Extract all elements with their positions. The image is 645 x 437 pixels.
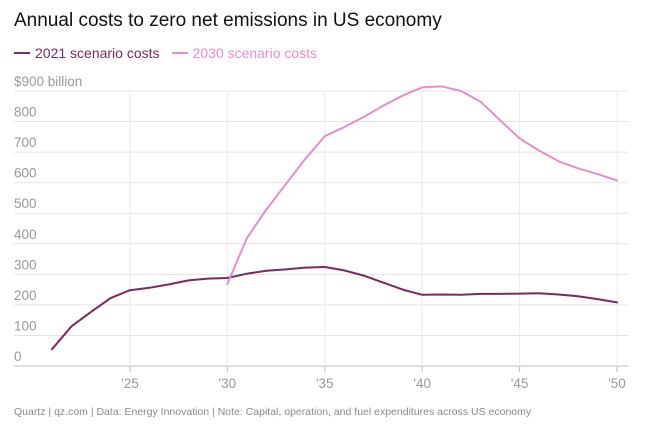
x-tick-label: '35 <box>316 376 334 391</box>
y-axis-labels: 0 100 200 300 400 500 600 700 800 $900 billion <box>14 74 82 364</box>
legend-label-2030: 2030 scenario costs <box>192 45 318 61</box>
series-lines <box>51 85 618 351</box>
y-tick-label: 700 <box>14 135 37 150</box>
x-tick-label: '30 <box>219 376 237 391</box>
y-tick-label: 400 <box>14 227 37 242</box>
x-tick-label: '50 <box>608 376 626 391</box>
legend-label-2021: 2021 scenario costs <box>35 45 160 61</box>
y-tick-label: 600 <box>14 166 37 181</box>
y-tick-label: 800 <box>14 105 37 120</box>
y-tick-label: 100 <box>14 318 37 333</box>
y-tick-label: 500 <box>14 196 37 211</box>
y-tick-label: 200 <box>14 288 37 303</box>
y-tick-label: 300 <box>14 257 37 272</box>
gridlines <box>14 90 628 372</box>
x-tick-label: '40 <box>413 376 431 391</box>
legend-item-2030: 2030 scenario costs <box>171 45 318 61</box>
x-axis-labels: '25 '30 '35 '40 '45 '50 <box>121 376 626 391</box>
y-tick-label: $900 billion <box>14 74 82 89</box>
y-tick-label: 0 <box>14 349 22 364</box>
legend: 2021 scenario costs 2030 scenario costs <box>14 45 329 61</box>
line-chart: 0 100 200 300 400 500 600 700 800 $900 billion '2… <box>14 74 628 391</box>
series-line-2021 <box>51 266 618 351</box>
x-tick-label: '45 <box>511 376 529 391</box>
legend-item-2021: 2021 scenario costs <box>14 45 160 61</box>
chart-title: Annual costs to zero net emissions in US… <box>14 10 442 31</box>
legend-swatch-2030 <box>171 52 188 54</box>
x-tick-label: '25 <box>121 376 139 391</box>
series-line-2030 <box>226 85 618 286</box>
source-footer: Quartz | qz.com | Data: Energy Innovatio… <box>14 406 532 418</box>
legend-swatch-2021 <box>14 52 30 54</box>
